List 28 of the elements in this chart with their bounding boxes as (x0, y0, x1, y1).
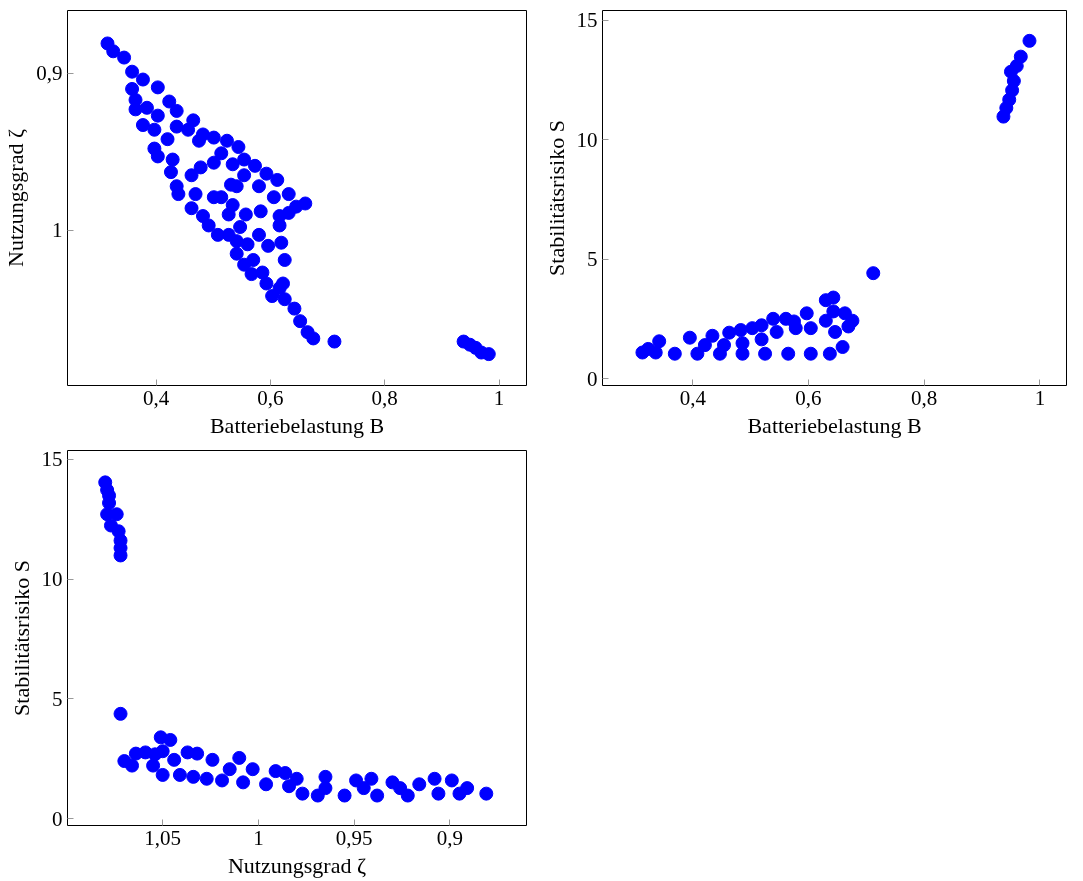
y-axis-title: Stabilitätsrisiko S (8, 560, 34, 716)
y-tick-label: 10 (576, 127, 598, 152)
y-axis-title: Nutzungsgrad ζ (3, 128, 29, 268)
x-tick-label: 0,8 (371, 385, 398, 410)
x-tick-label: 1 (493, 385, 505, 410)
x-tick-label: 0,6 (257, 385, 284, 410)
y-tick-label: 0 (587, 366, 598, 391)
x-tick-label: 1 (1034, 385, 1046, 410)
x-tick-label: 0,4 (142, 385, 170, 410)
x-tick-label: 1,05 (144, 825, 182, 850)
x-axis-title: Batteriebelastung B (209, 412, 385, 438)
y-tick-label: 5 (587, 247, 598, 272)
y-axis-title: Stabilitätsrisiko S (543, 120, 569, 276)
y-tick-label: 15 (576, 8, 598, 33)
y-tick-label: 15 (41, 447, 63, 472)
x-tick-label: 0,8 (911, 385, 938, 410)
y-tick-label: 1 (52, 218, 63, 243)
x-tick-label: 0,4 (679, 385, 707, 410)
x-tick-label: 1 (253, 825, 264, 850)
y-tick-label: 0 (52, 806, 63, 831)
y-tick-label: 10 (41, 567, 63, 592)
y-tick-label: 5 (52, 686, 63, 711)
y-tick-label: 0,9 (36, 61, 63, 86)
x-axis-title: Nutzungsgrad ζ (227, 852, 367, 878)
x-axis-title: Batteriebelastung B (747, 412, 922, 438)
x-tick-label: 0,95 (335, 825, 373, 850)
x-tick-label: 0,6 (795, 385, 822, 410)
x-tick-label: 0,9 (436, 825, 464, 850)
